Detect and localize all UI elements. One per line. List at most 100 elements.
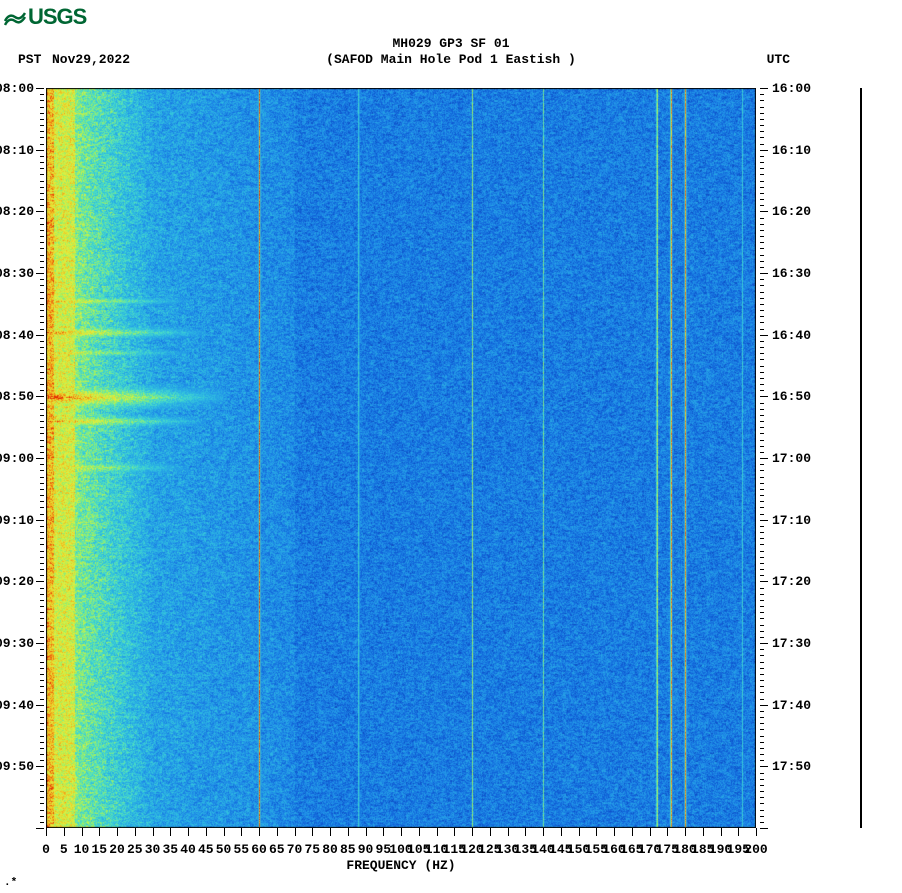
- ytick-right: [760, 113, 764, 114]
- ytick-right: [760, 692, 764, 693]
- ytick-right: [760, 187, 764, 188]
- ytick-left: [40, 248, 44, 249]
- ytick-left: [40, 563, 44, 564]
- xtick: [579, 828, 580, 836]
- ytick-left: [36, 766, 44, 767]
- ytick-left: [40, 470, 44, 471]
- ytick-left: [40, 797, 44, 798]
- ytick-right: [760, 335, 768, 336]
- ytick-right: [760, 415, 764, 416]
- ytick-left: [40, 810, 44, 811]
- xlabel: 15: [91, 842, 107, 857]
- ytick-left: [40, 760, 44, 761]
- ytick-left: [40, 181, 44, 182]
- ylabel-right: 17:00: [772, 451, 811, 466]
- ytick-right: [760, 699, 764, 700]
- ytick-right: [760, 816, 764, 817]
- ytick-right: [760, 224, 764, 225]
- xlabel: 55: [233, 842, 249, 857]
- ytick-left: [40, 507, 44, 508]
- ytick-left: [40, 803, 44, 804]
- ytick-right: [760, 483, 764, 484]
- ytick-left: [40, 378, 44, 379]
- ytick-right: [760, 378, 764, 379]
- xtick: [437, 828, 438, 836]
- ytick-right: [760, 298, 764, 299]
- ytick-right: [760, 600, 764, 601]
- ytick-right: [760, 791, 764, 792]
- xtick: [596, 828, 597, 836]
- colorbar-placeholder: [860, 88, 862, 828]
- ytick-left: [40, 94, 44, 95]
- xtick: [667, 828, 668, 836]
- ytick-right: [760, 495, 764, 496]
- ytick-left: [40, 736, 44, 737]
- ytick-left: [40, 310, 44, 311]
- ytick-left: [40, 107, 44, 108]
- ytick-left: [40, 588, 44, 589]
- xtick: [721, 828, 722, 836]
- ytick-left: [40, 625, 44, 626]
- ytick-left: [40, 754, 44, 755]
- xtick: [241, 828, 242, 836]
- ytick-right: [760, 261, 764, 262]
- ytick-left: [40, 538, 44, 539]
- ytick-right: [760, 267, 764, 268]
- ytick-left: [40, 594, 44, 595]
- xtick: [703, 828, 704, 836]
- ytick-left: [40, 304, 44, 305]
- ytick-left: [40, 446, 44, 447]
- xtick: [490, 828, 491, 836]
- ytick-right: [760, 581, 768, 582]
- ytick-left: [40, 674, 44, 675]
- ytick-left: [40, 131, 44, 132]
- ytick-left: [40, 680, 44, 681]
- right-timezone: UTC: [767, 52, 790, 67]
- xtick: [312, 828, 313, 836]
- ytick-right: [760, 618, 764, 619]
- ytick-right: [760, 477, 764, 478]
- ytick-left: [40, 433, 44, 434]
- ytick-right: [760, 359, 764, 360]
- ytick-left: [40, 569, 44, 570]
- ytick-left: [40, 415, 44, 416]
- ytick-right: [760, 631, 764, 632]
- ytick-right: [760, 174, 764, 175]
- ytick-right: [760, 310, 764, 311]
- ytick-right: [760, 575, 764, 576]
- ytick-left: [40, 390, 44, 391]
- xlabel: 40: [180, 842, 196, 857]
- xtick: [64, 828, 65, 836]
- ytick-left: [40, 372, 44, 373]
- xlabel: 80: [322, 842, 338, 857]
- ytick-right: [760, 723, 764, 724]
- ytick-right: [760, 643, 768, 644]
- xtick: [330, 828, 331, 836]
- ytick-right: [760, 736, 764, 737]
- ytick-left: [40, 267, 44, 268]
- ytick-left: [40, 366, 44, 367]
- ytick-left: [40, 261, 44, 262]
- ytick-right: [760, 94, 764, 95]
- spectrogram-canvas: [46, 88, 756, 828]
- xlabel: 5: [60, 842, 68, 857]
- ytick-left: [36, 150, 44, 151]
- station-id: MH029 GP3 SF 01: [0, 36, 902, 51]
- ytick-left: [40, 618, 44, 619]
- ytick-left: [36, 211, 44, 212]
- xlabel: 75: [304, 842, 320, 857]
- ytick-right: [760, 551, 764, 552]
- ytick-left: [40, 692, 44, 693]
- ytick-right: [760, 353, 764, 354]
- ytick-left: [40, 483, 44, 484]
- xtick: [561, 828, 562, 836]
- ylabel-right: 16:30: [772, 266, 811, 281]
- ytick-right: [760, 316, 764, 317]
- xlabel: 50: [216, 842, 232, 857]
- ytick-right: [760, 606, 764, 607]
- ytick-right: [760, 205, 764, 206]
- ytick-right: [760, 668, 764, 669]
- xtick: [259, 828, 260, 836]
- ytick-right: [760, 409, 764, 410]
- ytick-right: [760, 766, 768, 767]
